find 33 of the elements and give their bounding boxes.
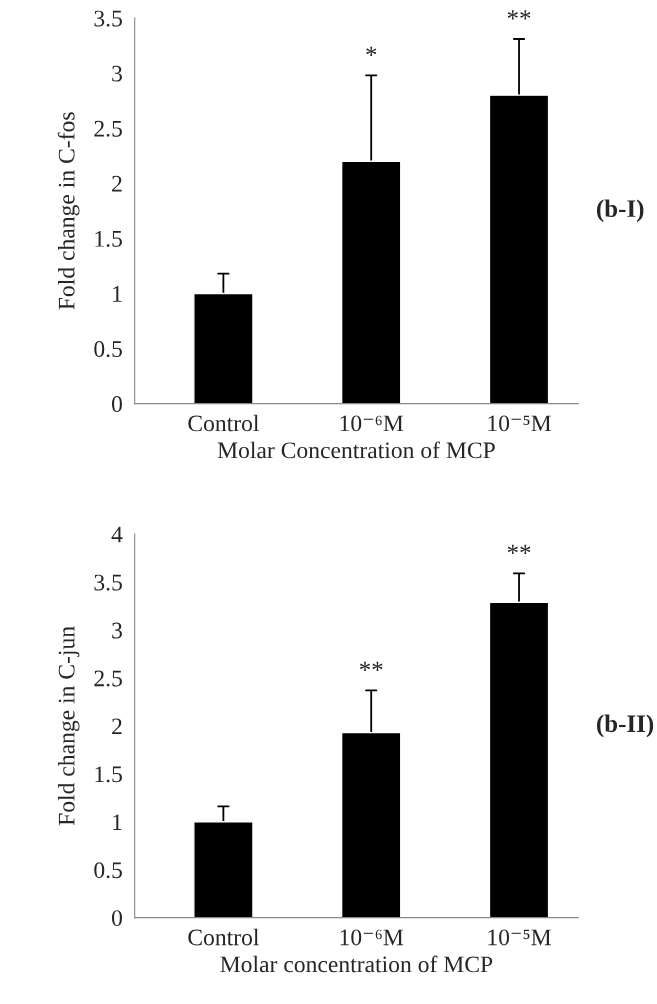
- y-tick-label: 1.5: [95, 230, 122, 247]
- x-tick-label: 10⁻⁶M: [340, 415, 404, 432]
- annotation: **: [507, 10, 531, 20]
- y-tick-label: 0: [111, 910, 122, 927]
- x-axis-title: Molar Concentration of MCP: [217, 441, 495, 459]
- y-tick-label: 0.5: [94, 862, 122, 879]
- x-axis-title: Molar concentration of MCP: [220, 955, 493, 973]
- y-axis-title: Fold change in C-fos: [57, 112, 80, 310]
- y-tick-label: 2.5: [94, 670, 122, 687]
- x-tick-label: Control: [188, 414, 259, 432]
- y-tick-label: 3.5: [94, 10, 122, 27]
- y-tick-label: 3.5: [94, 574, 122, 591]
- x-tick-label: 10⁻⁵M: [488, 415, 551, 432]
- y-tick-label: 0.5: [94, 341, 122, 358]
- y-axis-title: Fold change in C-jun: [58, 626, 80, 826]
- y-tick-label: 3: [112, 65, 122, 82]
- y-tick-label: 1: [113, 814, 122, 830]
- text: (b-I): [597, 199, 644, 223]
- y-tick-label: 2: [112, 718, 122, 735]
- y-tick-label: 1.5: [95, 766, 122, 783]
- annotation: **: [507, 544, 531, 554]
- y-tick-label: 4: [111, 526, 123, 543]
- x-tick-label: 10⁻⁶M: [340, 929, 404, 946]
- x-tick-label: 10⁻⁵M: [488, 929, 551, 946]
- text: (b-II): [597, 714, 654, 738]
- annotation: **: [359, 661, 383, 671]
- y-tick-label: 3: [112, 622, 122, 639]
- y-tick-label: 2.5: [94, 120, 122, 137]
- x-tick-label: Control: [188, 928, 259, 946]
- y-tick-label: 1: [113, 286, 122, 302]
- y-tick-label: 2: [112, 175, 122, 192]
- annotation: *: [366, 46, 377, 56]
- y-tick-label: 0: [111, 396, 122, 413]
